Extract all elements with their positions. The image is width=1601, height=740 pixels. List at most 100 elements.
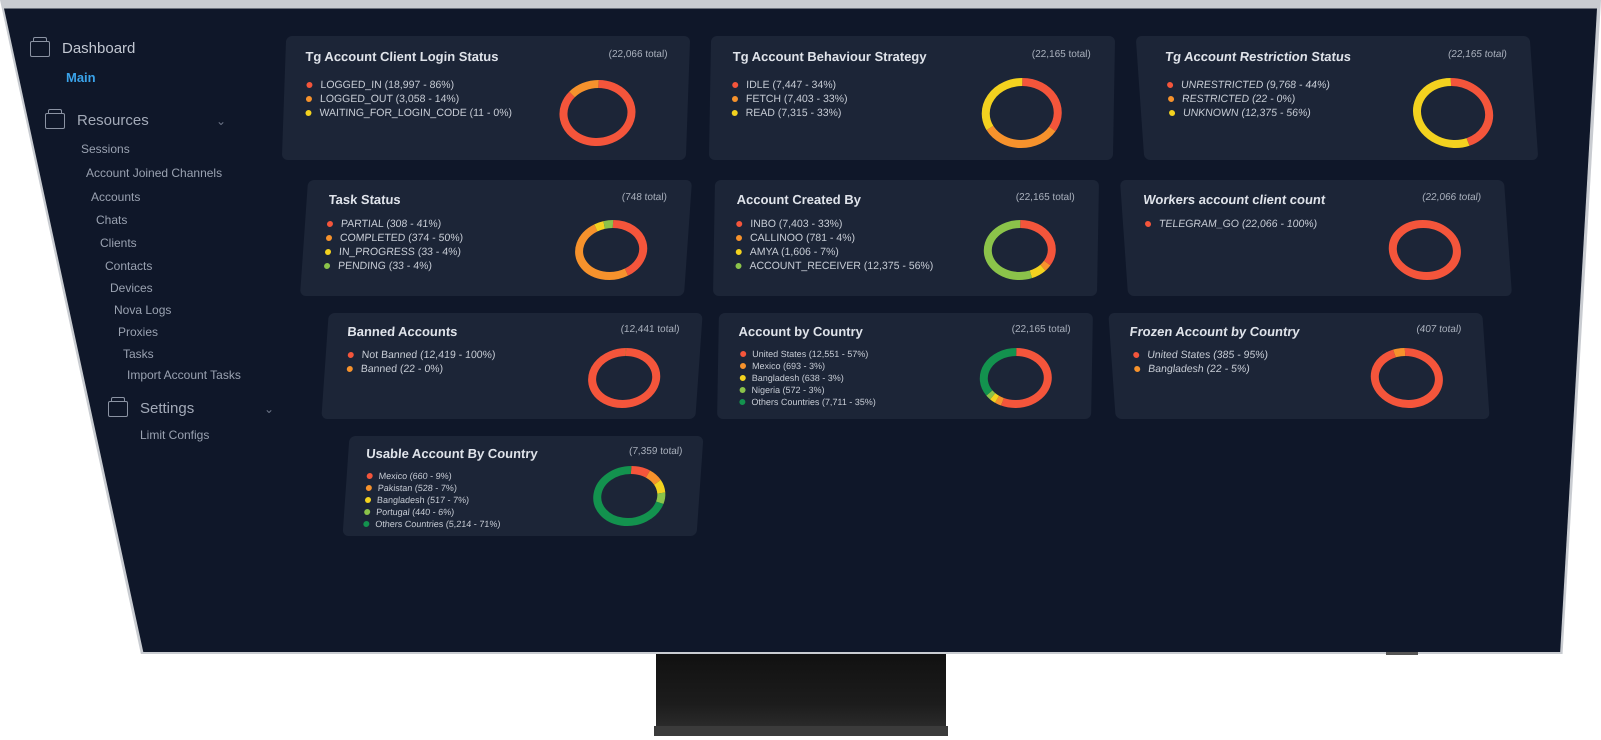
sidebar-item-label: Resources (77, 112, 149, 129)
card-title: Frozen Account by Country (1129, 324, 1301, 339)
legend-item[interactable]: UNRESTRICTED (9,768 - 44%) (1166, 78, 1331, 92)
donut-slice[interactable] (983, 220, 1032, 280)
legend-item[interactable]: Portugal (440 - 6%) (363, 506, 502, 518)
donut-slice[interactable] (594, 221, 605, 232)
donut-slice[interactable] (1040, 260, 1051, 271)
legend-item[interactable]: LOGGED_IN (18,997 - 86%) (306, 78, 513, 92)
donut-slice[interactable] (1412, 78, 1470, 148)
legend-label: Bangladesh (517 - 7%) (376, 495, 470, 505)
donut-slice[interactable] (653, 479, 666, 494)
sidebar-item-sessions[interactable]: Sessions (81, 142, 130, 156)
legend-dot-icon (739, 387, 746, 393)
legend-item[interactable]: UNKNOWN (12,375 - 56%) (1168, 106, 1333, 120)
donut-chart (1412, 78, 1494, 148)
legend-item[interactable]: Nigeria (572 - 3%) (739, 384, 876, 396)
donut-slice[interactable] (655, 492, 666, 504)
donut-slice[interactable] (994, 395, 1004, 406)
donut-slice[interactable] (575, 224, 629, 280)
card-account-by-country: Account by Country (22,165 total) United… (717, 313, 1093, 419)
donut-slice[interactable] (610, 220, 648, 276)
donut-slice[interactable] (569, 80, 599, 98)
legend-label: TELEGRAM_GO (22,066 - 100%) (1158, 218, 1318, 230)
sidebar-item-limit-configs[interactable]: Limit Configs (140, 428, 210, 442)
sidebar-item-chats[interactable]: Chats (96, 213, 128, 227)
legend-item[interactable]: INBO (7,403 - 33%) (736, 217, 934, 231)
legend-item[interactable]: PENDING (33 - 4%) (323, 259, 462, 273)
legend-item[interactable]: Others Countries (7,711 - 35%) (739, 396, 876, 408)
legend-item[interactable]: FETCH (7,403 - 33%) (731, 92, 848, 106)
legend-label: Banned (22 - 0%) (360, 363, 444, 375)
donut-slice[interactable] (1029, 264, 1046, 279)
legend-item[interactable]: Bangladesh (22 - 5%) (1134, 362, 1270, 376)
legend-item[interactable]: CALLINOO (781 - 4%) (735, 231, 934, 245)
legend-label: Bangladesh (638 - 3%) (751, 373, 844, 383)
sidebar-item-label: Settings (140, 400, 195, 417)
legend-item[interactable]: IN_PROGRESS (33 - 4%) (324, 245, 463, 259)
legend-item[interactable]: Bangladesh (638 - 3%) (739, 372, 877, 384)
legend-item[interactable]: AMYA (1,606 - 7%) (735, 245, 934, 259)
legend-item[interactable]: Mexico (693 - 3%) (739, 360, 877, 372)
legend-dot-icon (346, 366, 353, 372)
sidebar-item-import-account-tasks[interactable]: Import Account Tasks (127, 368, 241, 382)
sidebar-item-tasks[interactable]: Tasks (123, 347, 154, 361)
sidebar-item-main[interactable]: Main (66, 70, 96, 85)
legend-item[interactable]: Mexico (660 - 9%) (366, 470, 504, 482)
legend-item[interactable]: Banned (22 - 0%) (346, 362, 495, 376)
sidebar-item-dashboard[interactable]: Dashboard (30, 36, 135, 57)
legend-dot-icon (731, 96, 739, 102)
legend-item[interactable]: PARTIAL (308 - 41%) (326, 217, 464, 231)
donut-slice[interactable] (986, 390, 996, 400)
sidebar-item-resources[interactable]: Resources (45, 108, 149, 129)
donut-slice[interactable] (1020, 220, 1056, 266)
legend-item[interactable]: Not Banned (12,419 - 100%) (347, 348, 496, 362)
donut-slice[interactable] (603, 220, 614, 229)
donut-slice[interactable] (1388, 220, 1461, 280)
legend-label: Others Countries (7,711 - 35%) (751, 397, 876, 407)
legend-item[interactable]: RESTRICTED (22 - 0%) (1167, 92, 1332, 106)
donut-slice[interactable] (979, 348, 1017, 396)
donut-slice[interactable] (1450, 78, 1494, 146)
sidebar-item-devices[interactable]: Devices (110, 281, 153, 295)
legend-item[interactable]: Bangladesh (517 - 7%) (364, 494, 503, 506)
donut-slice[interactable] (990, 393, 1000, 403)
legend-item[interactable]: LOGGED_OUT (3,058 - 14%) (305, 92, 513, 106)
donut-slice[interactable] (1370, 348, 1443, 408)
donut-slice[interactable] (559, 80, 636, 146)
legend-item[interactable]: WAITING_FOR_LOGIN_CODE (11 - 0%) (305, 106, 512, 120)
sidebar-item-nova-logs[interactable]: Nova Logs (114, 303, 172, 317)
legend-item[interactable]: United States (385 - 95%) (1133, 348, 1269, 362)
sidebar-item-proxies[interactable]: Proxies (118, 325, 159, 339)
legend-label: IN_PROGRESS (33 - 4%) (338, 246, 462, 258)
donut-slice[interactable] (1393, 348, 1406, 358)
legend-dot-icon (347, 352, 354, 358)
chevron-down-icon[interactable]: ⌄ (264, 402, 275, 416)
legend-dot-icon (1168, 110, 1176, 116)
donut-slice[interactable] (981, 78, 1023, 131)
legend-item[interactable]: United States (12,551 - 57%) (740, 348, 877, 360)
sidebar-item-contacts[interactable]: Contacts (105, 259, 153, 273)
donut-slice[interactable] (1021, 78, 1062, 132)
legend-item[interactable]: TELEGRAM_GO (22,066 - 100%) (1144, 217, 1318, 231)
donut-slice[interactable] (986, 125, 1056, 148)
sidebar-item-accounts[interactable]: Accounts (91, 190, 141, 204)
legend-item[interactable]: COMPLETED (374 - 50%) (325, 231, 464, 245)
donut-slice[interactable] (645, 470, 661, 485)
legend-item[interactable]: Others Countries (5,214 - 71%) (363, 518, 501, 530)
donut-slice[interactable] (588, 348, 661, 408)
sidebar-item-clients[interactable]: Clients (100, 236, 137, 250)
legend-dot-icon (739, 363, 747, 369)
legend-item[interactable]: ACCOUNT_RECEIVER (12,375 - 56%) (735, 259, 933, 273)
donut-slice[interactable] (630, 466, 651, 478)
sidebar-item-settings[interactable]: Settings (108, 396, 195, 417)
legend-dot-icon (739, 399, 746, 405)
sidebar-item-account-joined-channels[interactable]: Account Joined Channels (86, 166, 223, 180)
donut-slice[interactable] (1001, 348, 1052, 408)
donut-slice[interactable] (593, 466, 664, 526)
legend: Mexico (660 - 9%) Pakistan (528 - 7%) Bang… (363, 470, 504, 530)
card-total: (22,165 total) (1031, 49, 1091, 60)
legend-item[interactable]: READ (7,315 - 33%) (731, 106, 848, 120)
legend-item[interactable]: Pakistan (528 - 7%) (365, 482, 503, 494)
chevron-down-icon[interactable]: ⌄ (216, 114, 227, 128)
legend-item[interactable]: IDLE (7,447 - 34%) (732, 78, 848, 92)
power-indicator (1386, 652, 1418, 655)
